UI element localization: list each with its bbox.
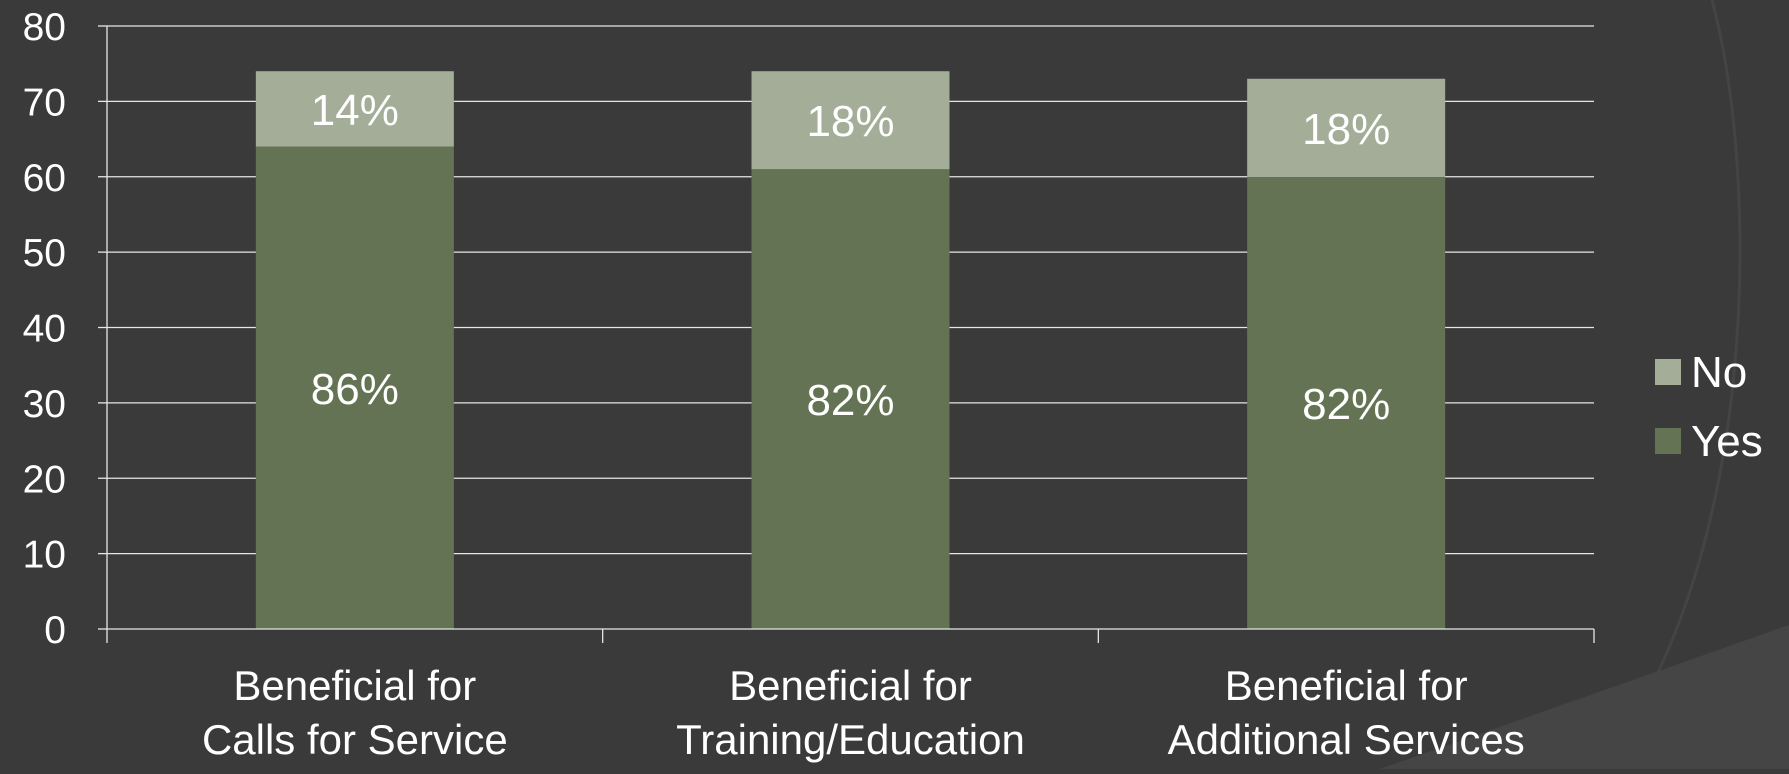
bar-no <box>1247 78 1446 177</box>
x-tick-label: Beneficial for Additional Services <box>1168 662 1525 763</box>
legend-label-yes: Yes <box>1691 417 1763 466</box>
y-tick-label: 40 <box>23 308 66 351</box>
data-label-no: 14% <box>311 86 399 135</box>
y-tick-label: 80 <box>23 6 66 49</box>
bar-yes <box>1247 176 1446 629</box>
legend-label-no: No <box>1691 348 1747 397</box>
data-label-yes: 82% <box>806 376 894 425</box>
x-tick-label-line: Beneficial for <box>729 662 972 709</box>
x-tick-label-line: Calls for Service <box>202 716 508 763</box>
axes: 0 10 20 30 40 50 60 70 80 Beneficial for Calls for… <box>23 6 1595 763</box>
x-tick-label-line: Beneficial for <box>233 662 476 709</box>
bar-yes <box>751 169 950 629</box>
bars: 86% 14% 82% 18% 82% 18% <box>255 71 1446 629</box>
bar-yes <box>255 146 454 629</box>
data-label-yes: 86% <box>311 365 399 414</box>
bar-no <box>751 71 950 170</box>
y-tick-label: 50 <box>23 232 66 275</box>
data-label-yes: 82% <box>1302 380 1390 429</box>
decorative-triangle <box>1380 625 1789 769</box>
legend-swatch-yes <box>1655 428 1681 454</box>
x-tick-label: Beneficial for Training/Education <box>676 662 1025 763</box>
legend-swatch-no <box>1655 359 1681 385</box>
y-tick-label: 60 <box>23 157 66 200</box>
background-decoration <box>1380 0 1789 770</box>
x-tick-label: Beneficial for Calls for Service <box>202 662 508 763</box>
decorative-arc <box>1598 0 1742 770</box>
data-label-no: 18% <box>806 97 894 146</box>
y-tick-label: 30 <box>23 383 66 426</box>
legend: No Yes <box>1655 348 1763 466</box>
y-tick-label: 10 <box>23 534 66 577</box>
y-tick-label: 0 <box>44 609 66 652</box>
y-tick-label: 70 <box>23 81 66 124</box>
x-tick-label-line: Training/Education <box>676 716 1025 763</box>
y-tick-label: 20 <box>23 458 66 501</box>
data-label-no: 18% <box>1302 105 1390 154</box>
bar-no <box>255 71 454 147</box>
x-tick-label-line: Additional Services <box>1168 716 1525 763</box>
x-tick-label-line: Beneficial for <box>1225 662 1468 709</box>
